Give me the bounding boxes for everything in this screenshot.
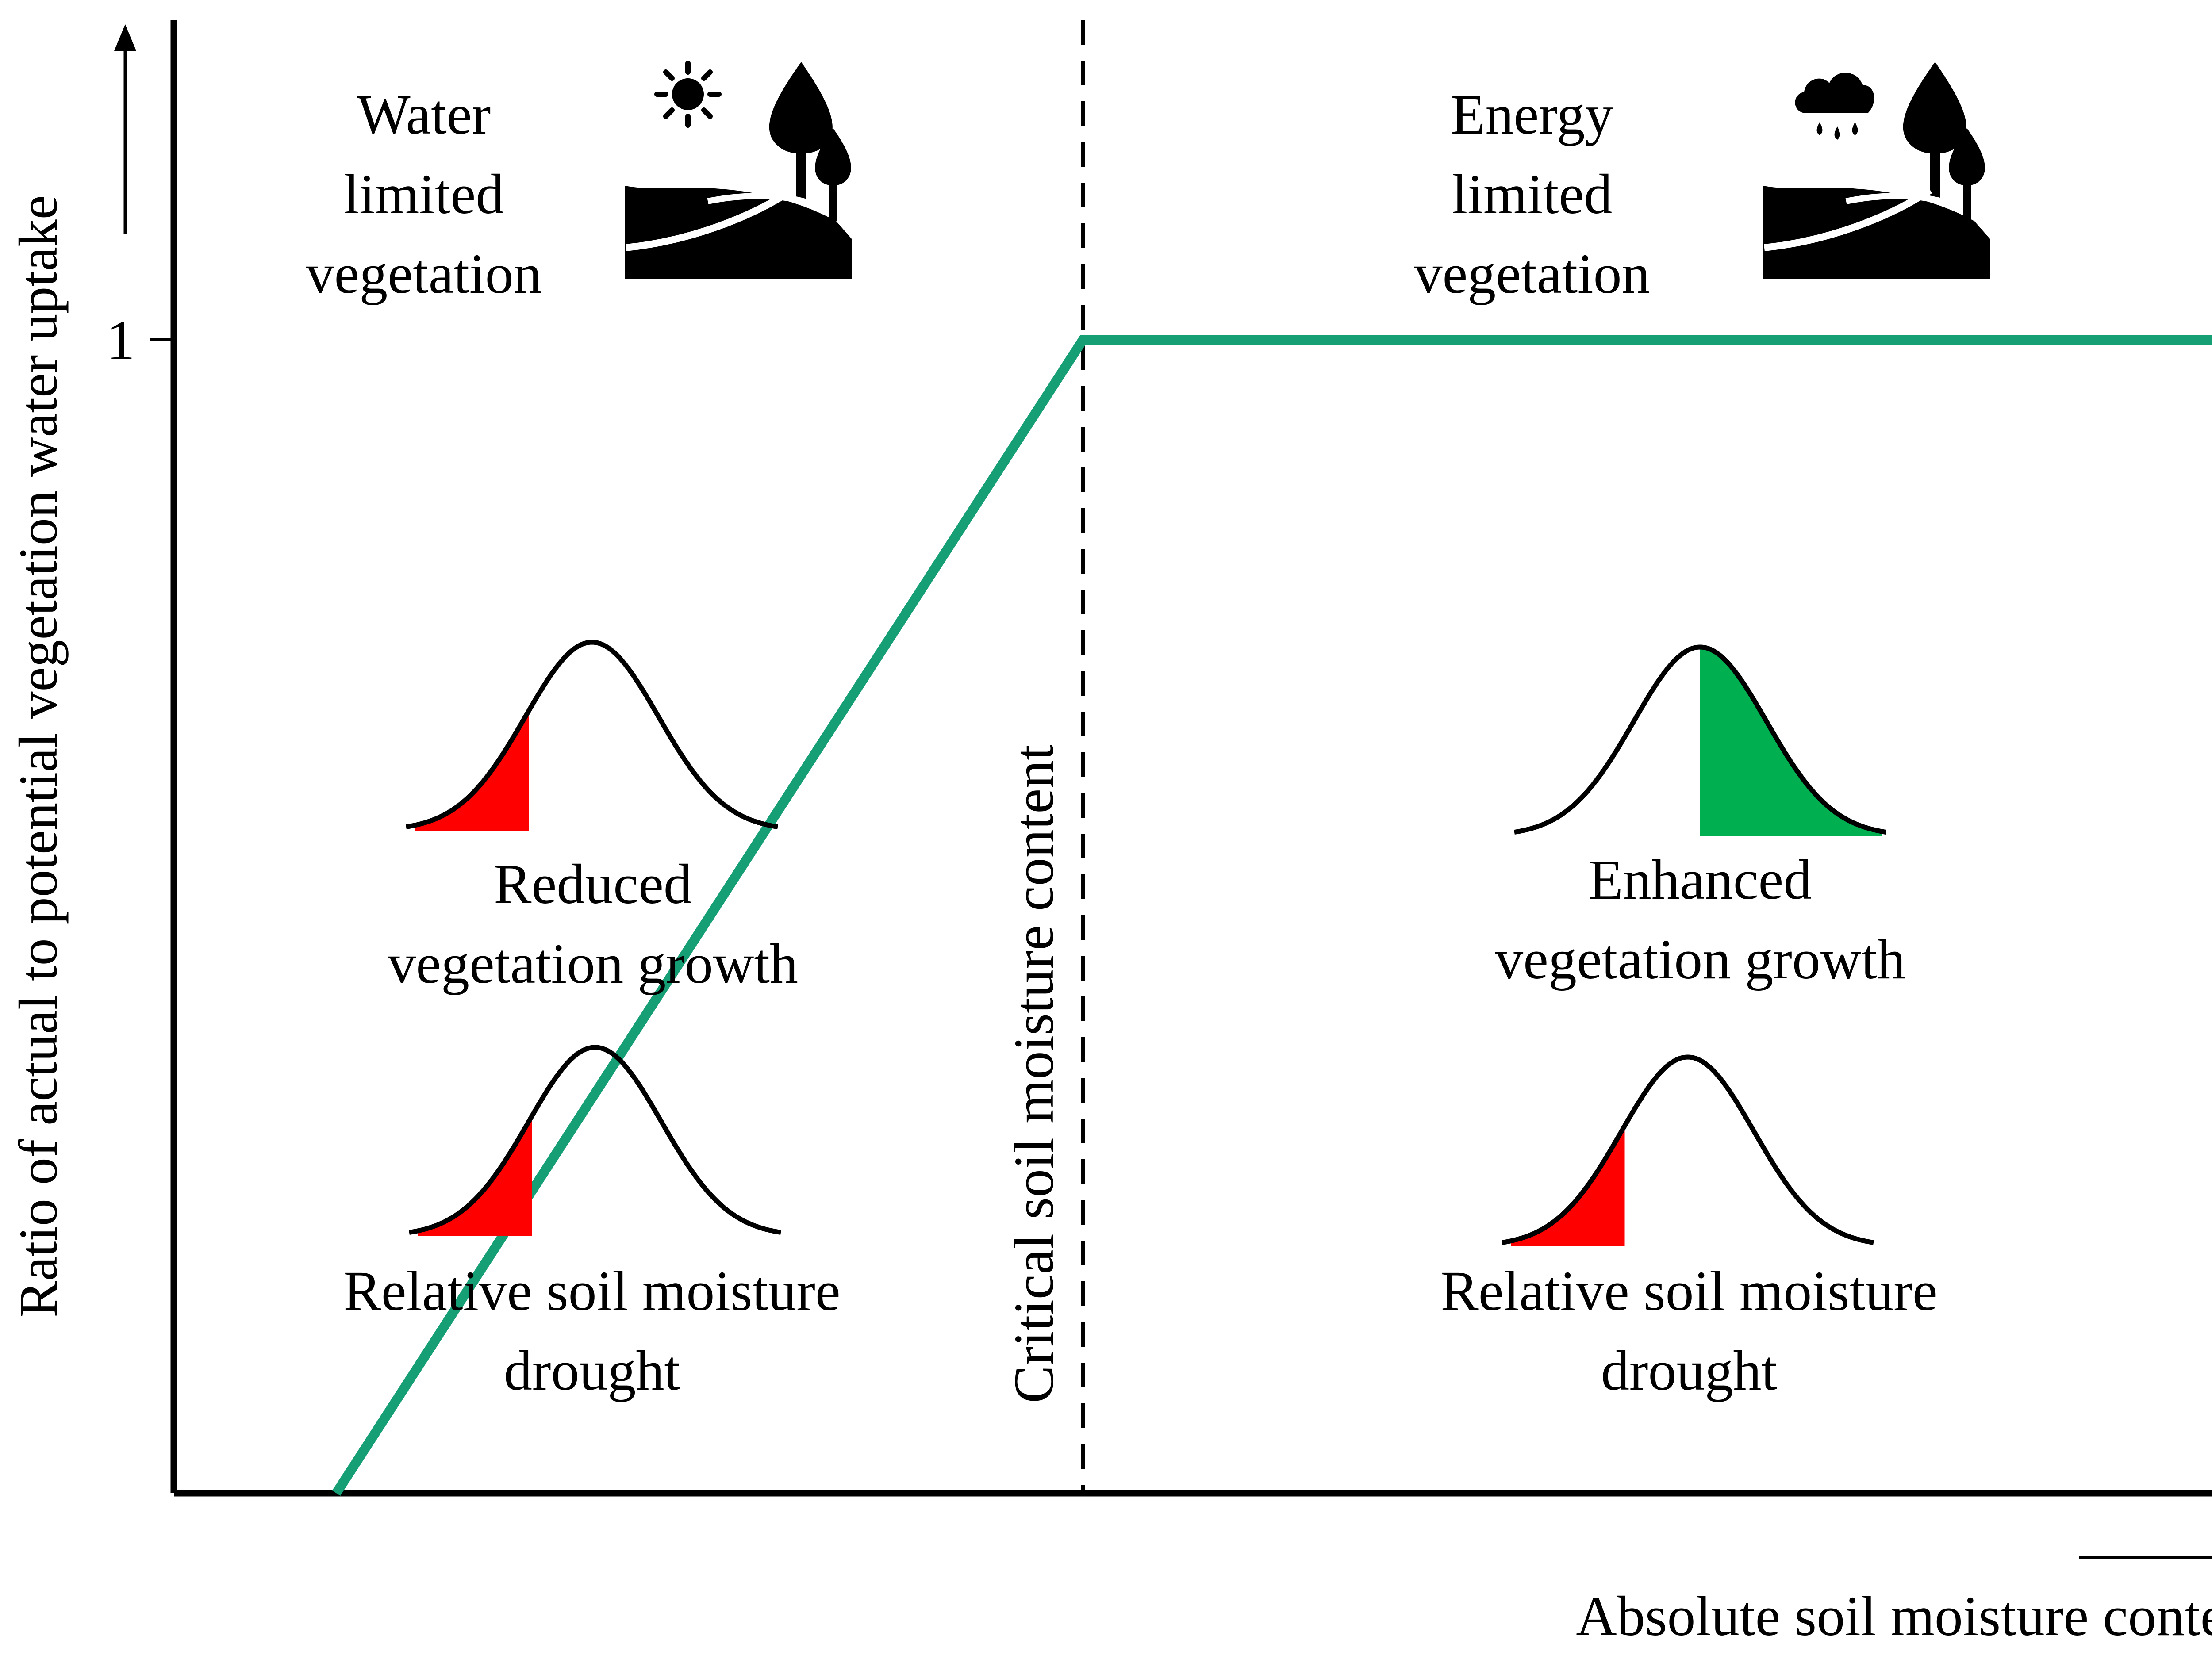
right-regime-line-2: limited bbox=[1452, 163, 1613, 226]
bell-curve bbox=[1514, 644, 1886, 835]
bell-curve bbox=[1502, 1054, 1874, 1245]
trees-hills-icon bbox=[625, 62, 852, 279]
right-drought-line-1: Relative soil moisture bbox=[1440, 1260, 1937, 1322]
growth-half-fill bbox=[1700, 647, 1882, 836]
uptake-ratio-line bbox=[332, 335, 2212, 1496]
left-drought-line-2: drought bbox=[504, 1339, 680, 1402]
reduced-growth-line-2: vegetation growth bbox=[388, 932, 798, 995]
left-regime-line-3: vegetation bbox=[306, 242, 541, 305]
right-regime-label: Energy limited vegetation bbox=[1414, 83, 1650, 305]
rain-landscape-icon bbox=[1763, 62, 1990, 279]
distribution-left-upper bbox=[406, 640, 778, 831]
drought-tail-fill bbox=[1511, 1126, 1625, 1246]
reduced-growth-line-1: Reduced bbox=[494, 853, 692, 916]
threshold-label: Critical soil moisture content bbox=[1002, 744, 1065, 1403]
drought-tail-fill bbox=[418, 1116, 532, 1236]
left-regime-line-1: Water bbox=[357, 83, 491, 146]
distribution-left-lower bbox=[409, 1045, 781, 1236]
bell-curve bbox=[409, 1045, 781, 1235]
left-regime-label: Water limited vegetation bbox=[306, 83, 541, 305]
bell-curve bbox=[406, 640, 778, 829]
right-regime-line-1: Energy bbox=[1451, 83, 1613, 146]
axes-frame bbox=[170, 20, 2212, 1497]
x-axis-arrow bbox=[2079, 1556, 2212, 1559]
y-axis-arrow bbox=[114, 24, 136, 234]
left-drought-line-1: Relative soil moisture bbox=[343, 1260, 840, 1322]
drought-tail-fill bbox=[415, 710, 529, 831]
left-regime-line-2: limited bbox=[344, 163, 504, 226]
sun-landscape-icon bbox=[625, 61, 852, 279]
right-regime-line-3: vegetation bbox=[1414, 242, 1650, 305]
distribution-right-upper bbox=[1514, 644, 1886, 836]
sun-icon bbox=[654, 61, 722, 128]
distribution-right-lower bbox=[1502, 1054, 1874, 1246]
cloud-rain-icon bbox=[1795, 73, 1874, 140]
right-drought-line-2: drought bbox=[1601, 1339, 1777, 1402]
x-axis-label: Absolute soil moisture content bbox=[1576, 1585, 2212, 1648]
enhanced-growth-line-2: vegetation growth bbox=[1495, 928, 1905, 991]
enhanced-growth-line-1: Enhanced bbox=[1589, 848, 1812, 911]
y-tick-label: 1 bbox=[107, 309, 135, 372]
y-axis-label: Ratio of actual to potential vegetation … bbox=[8, 195, 69, 1318]
trees-hills-icon-right bbox=[1763, 62, 1990, 279]
